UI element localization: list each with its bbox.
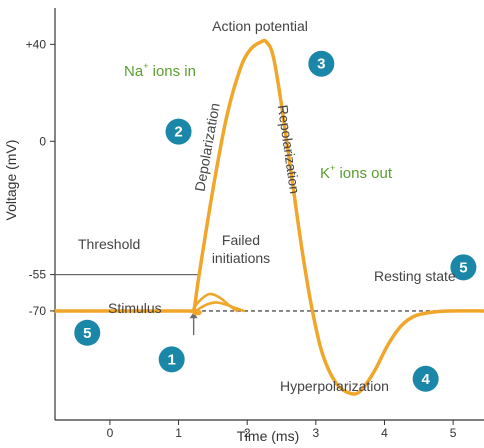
k-ions-label: K+ ions out xyxy=(320,163,393,182)
action-potential-label: Action potential xyxy=(212,18,308,34)
step-badge-number: 4 xyxy=(421,371,430,388)
x-tick-label: 2 xyxy=(244,426,251,440)
badges: 1 2 3 4 5 5 xyxy=(74,50,477,392)
annotations: Time (ms) Voltage (mV) Action potential … xyxy=(3,18,456,444)
curves xyxy=(53,38,484,396)
x-tick-label: 1 xyxy=(175,426,182,440)
step-badge-number: 5 xyxy=(459,259,467,276)
step-badge xyxy=(412,365,439,392)
step-badge xyxy=(74,319,101,346)
repolarization-label: Repolarization xyxy=(275,104,303,195)
step-badge xyxy=(158,346,185,373)
x-tick-label: 3 xyxy=(312,426,319,440)
step-badge-number: 2 xyxy=(174,124,182,141)
x-tick-label: 0 xyxy=(107,426,114,440)
resting-state-label: Resting state xyxy=(374,268,456,284)
step-badge xyxy=(308,50,335,77)
na-ions-label: Na+ ions in xyxy=(124,61,196,80)
y-tick-label: -70 xyxy=(29,304,47,318)
stimulus-arrow-head xyxy=(189,312,198,319)
step-badge-number: 5 xyxy=(83,325,91,342)
step-badge-number: 3 xyxy=(317,56,325,73)
y-tick-label: +40 xyxy=(26,37,47,51)
y-axis-label: Voltage (mV) xyxy=(3,140,19,221)
axes xyxy=(54,8,484,421)
stimulus-label: Stimulus xyxy=(108,300,162,316)
step-badge-number: 1 xyxy=(168,351,176,368)
hyperpolarization-label: Hyperpolarization xyxy=(280,378,389,394)
threshold-label: Threshold xyxy=(78,236,140,252)
failed-label-line2: initiations xyxy=(212,250,270,266)
x-tick-label: 4 xyxy=(381,426,388,440)
ticks: 0 1 2 3 4 5 +40 0 -55 -70 xyxy=(26,37,457,440)
step-badge xyxy=(450,254,477,281)
action-potential-curve xyxy=(53,38,484,396)
y-tick-label: 0 xyxy=(39,134,46,148)
x-axis-label: Time (ms) xyxy=(237,428,299,444)
step-badge xyxy=(165,118,192,145)
x-tick-label: 5 xyxy=(450,426,457,440)
failed-initiation-curve xyxy=(194,301,246,313)
y-tick-label: -55 xyxy=(29,268,47,282)
failed-label-line1: Failed xyxy=(222,232,260,248)
depolarization-label: Depolarization xyxy=(191,102,222,193)
